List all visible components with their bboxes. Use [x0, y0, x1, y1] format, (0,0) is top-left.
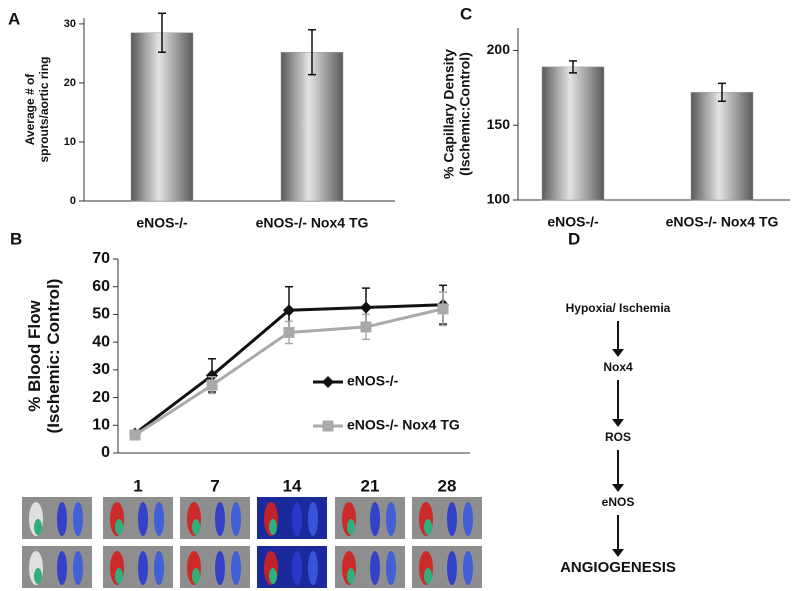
y-tick-label: 100: [487, 191, 511, 207]
diagram-node: Nox4: [603, 360, 633, 374]
panel-label: B: [10, 229, 22, 248]
diagram-node: Hypoxia/ Ischemia: [566, 301, 671, 315]
thumbnail-blob: [463, 502, 473, 536]
y-tick-label: 10: [64, 136, 76, 148]
y-axis-label: Average # of: [23, 73, 37, 146]
thumbnail-blob: [115, 519, 123, 535]
day-label: 7: [210, 476, 219, 495]
marker: [360, 321, 372, 333]
thumbnail-blob: [57, 551, 67, 585]
thumbnail-blob: [231, 502, 241, 536]
thumbnail-blob: [424, 568, 432, 584]
panel-label: C: [460, 4, 472, 23]
y-axis-label: (Ischemic:Control): [457, 52, 473, 176]
thumbnail-blob: [57, 502, 67, 536]
y-tick-label: 30: [92, 361, 110, 378]
thumbnail-blob: [154, 502, 164, 536]
legend-label: eNOS-/- Nox4 TG: [347, 417, 460, 433]
thumbnail-blob: [347, 519, 355, 535]
y-tick-label: 0: [70, 195, 76, 207]
legend-label: eNOS-/-: [347, 373, 399, 389]
thumbnail-blob: [386, 551, 396, 585]
thumbnail-blob: [231, 551, 241, 585]
y-tick-label: 20: [64, 77, 76, 89]
y-tick-label: 0: [101, 444, 110, 461]
x-tick-label: eNOS-/-: [136, 215, 188, 231]
thumbnail-blob: [370, 551, 380, 585]
marker: [322, 376, 334, 388]
thumbnail-blob: [215, 551, 225, 585]
thumbnail-blob: [192, 519, 200, 535]
thumbnail-blob: [370, 502, 380, 536]
y-tick-label: 60: [92, 278, 110, 295]
marker: [206, 369, 218, 382]
marker: [206, 379, 218, 391]
marker: [322, 420, 334, 432]
thumbnail-blob: [292, 502, 302, 536]
thumbnail-blob: [269, 568, 277, 584]
y-tick-label: 70: [92, 250, 110, 267]
thumbnail-blob: [308, 502, 318, 536]
y-tick-label: 20: [92, 389, 110, 406]
panel-label: A: [8, 9, 20, 28]
diagram-node: ROS: [605, 430, 631, 444]
marker: [437, 303, 449, 315]
bar: [541, 66, 605, 201]
thumbnail-blob: [447, 551, 457, 585]
thumbnail-blob: [115, 568, 123, 584]
thumbnail-blob: [386, 502, 396, 536]
diagram-arrowhead: [612, 349, 624, 357]
bar: [130, 32, 194, 202]
bar: [690, 92, 754, 201]
x-tick-label: eNOS-/-: [547, 214, 599, 230]
thumbnail-blob: [138, 502, 148, 536]
thumbnail-blob: [463, 551, 473, 585]
y-axis-label: (Ischemic: Control): [44, 279, 63, 434]
y-axis-label: sprouts/aortic ring: [37, 56, 51, 162]
thumbnail-blob: [447, 502, 457, 536]
day-label: 1: [133, 476, 142, 495]
marker: [283, 326, 295, 338]
marker: [129, 429, 141, 441]
thumbnail-blob: [269, 519, 277, 535]
thumbnail-blob: [34, 519, 42, 535]
diagram-arrowhead: [612, 549, 624, 557]
thumbnail-blob: [215, 502, 225, 536]
panel-label: D: [568, 229, 580, 248]
y-tick-label: 50: [92, 306, 110, 323]
diagram-arrowhead: [612, 484, 624, 492]
thumbnail-blob: [424, 519, 432, 535]
y-tick-label: 150: [487, 116, 511, 132]
x-tick-label: eNOS-/- Nox4 TG: [666, 214, 779, 230]
thumbnail-blob: [138, 551, 148, 585]
thumbnail-blob: [73, 502, 83, 536]
marker: [360, 301, 372, 314]
y-tick-label: 40: [92, 333, 110, 350]
thumbnail-blob: [292, 551, 302, 585]
thumbnail-blob: [34, 568, 42, 584]
x-tick-label: eNOS-/- Nox4 TG: [256, 215, 369, 231]
thumbnail-blob: [347, 568, 355, 584]
thumbnail-blob: [308, 551, 318, 585]
day-label: 14: [283, 476, 302, 495]
thumbnail-blob: [192, 568, 200, 584]
thumbnail-blob: [154, 551, 164, 585]
diagram-node: eNOS: [602, 495, 635, 509]
y-tick-label: 10: [92, 417, 110, 434]
y-tick-label: 30: [64, 18, 76, 30]
thumbnail-blob: [73, 551, 83, 585]
day-label: 28: [438, 476, 457, 495]
diagram-arrowhead: [612, 419, 624, 427]
day-label: 21: [361, 476, 380, 495]
y-axis-label: % Capillary Density: [441, 49, 457, 179]
diagram-node: ANGIOGENESIS: [560, 559, 676, 576]
marker: [283, 304, 295, 317]
bar: [280, 51, 344, 202]
y-tick-label: 200: [487, 41, 511, 57]
y-axis-label: % Blood Flow: [25, 300, 44, 412]
